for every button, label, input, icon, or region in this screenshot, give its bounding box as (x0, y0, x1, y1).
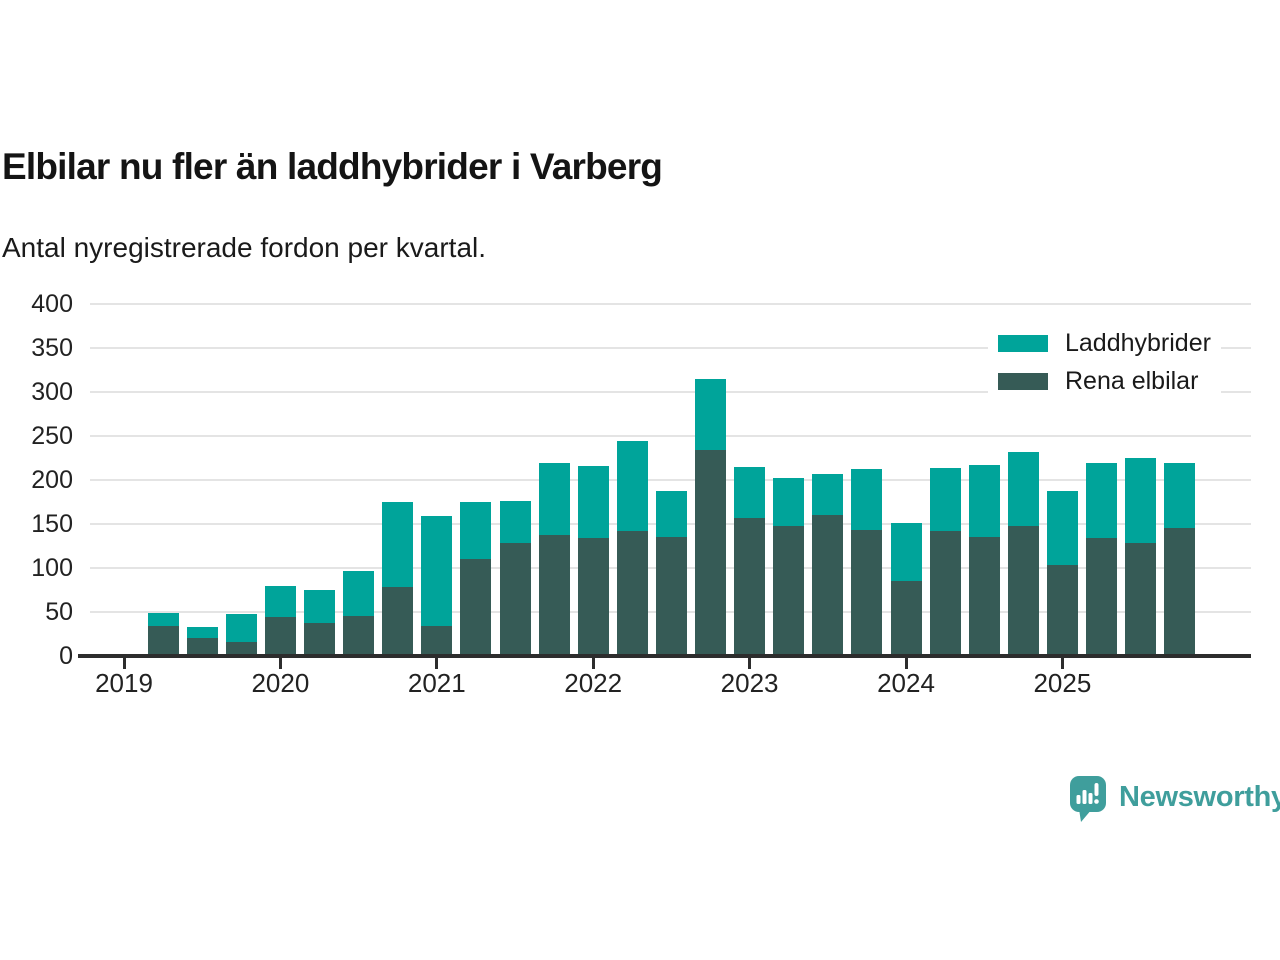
newsworthy-speech-bubble-chart-icon (1070, 776, 1106, 822)
bar-segment-laddhybrider (382, 502, 414, 587)
bar-segment-rena-elbilar (421, 625, 453, 656)
bar-segment-laddhybrider (616, 440, 648, 532)
bar-segment-laddhybrider (499, 500, 531, 543)
bar-segment-laddhybrider (1046, 490, 1078, 565)
grid-line (90, 346, 1251, 349)
bar-segment-rena-elbilar (343, 615, 375, 656)
legend-label-rena-elbilar: Rena elbilar (1065, 367, 1199, 395)
grid-line (90, 434, 1251, 437)
x-axis-tick (591, 657, 595, 669)
bar-segment-rena-elbilar (264, 616, 296, 656)
x-axis-tick (904, 657, 908, 669)
y-axis-label: 0 (59, 641, 73, 670)
grid-line (90, 302, 1251, 305)
bar-segment-rena-elbilar (851, 529, 883, 656)
grid-line (90, 478, 1251, 481)
bar-segment-rena-elbilar (929, 530, 961, 656)
bar-segment-rena-elbilar (382, 586, 414, 656)
chart-subtitle: Antal nyregistrerade fordon per kvartal. (2, 232, 487, 263)
bar-segment-rena-elbilar (147, 625, 179, 656)
bar-segment-rena-elbilar (499, 542, 531, 656)
chart-title: Elbilar nu fler än laddhybrider i Varber… (2, 146, 663, 187)
bar-segment-laddhybrider (773, 477, 805, 527)
bar-segment-laddhybrider (1164, 462, 1196, 528)
bar-segment-rena-elbilar (812, 514, 844, 656)
legend-item-rena-elbilar: Rena elbilar (998, 368, 1211, 395)
newsworthy-branding: Newsworthy (1070, 776, 1280, 823)
bar-segment-laddhybrider (812, 474, 844, 515)
bar-segment-laddhybrider (421, 515, 453, 626)
x-axis-label: 2025 (1033, 667, 1092, 698)
bar-segment-rena-elbilar (695, 450, 726, 656)
y-axis-label: 250 (31, 421, 73, 450)
y-axis-label: 100 (31, 553, 73, 582)
bar-segment-laddhybrider (929, 468, 961, 531)
bar-segment-laddhybrider (460, 501, 492, 559)
bar-segment-rena-elbilar (1164, 527, 1196, 656)
y-axis-label: 400 (31, 289, 73, 318)
y-axis-label: 350 (31, 333, 73, 362)
x-axis-tick (435, 657, 439, 669)
bar-segment-laddhybrider (264, 585, 296, 617)
bar-segment-rena-elbilar (304, 622, 335, 656)
bar-segment-laddhybrider (1125, 458, 1157, 543)
y-axis-label: 300 (31, 377, 73, 406)
x-axis-label: 2021 (407, 667, 466, 698)
x-axis-tick (748, 657, 752, 669)
y-axis-label: 50 (45, 597, 73, 626)
bar-segment-rena-elbilar (773, 526, 805, 656)
bar-segment-laddhybrider (304, 589, 335, 623)
x-axis-tick (122, 657, 126, 669)
legend-label-laddhybrider: Laddhybrider (1065, 329, 1211, 357)
bar-segment-rena-elbilar (734, 518, 766, 656)
newsworthy-logo-text: Newsworthy (1119, 781, 1280, 813)
bar-segment-laddhybrider (851, 468, 883, 530)
bar-segment-laddhybrider (577, 466, 609, 538)
bar-segment-laddhybrider (225, 614, 257, 643)
bar-segment-rena-elbilar (538, 534, 570, 656)
bar-segment-rena-elbilar (890, 580, 922, 656)
x-axis-label: 2024 (877, 667, 935, 698)
x-axis-tick (1060, 657, 1064, 669)
y-axis-label: 200 (31, 465, 73, 494)
bar-segment-laddhybrider (186, 627, 218, 638)
bar-segment-laddhybrider (890, 522, 922, 581)
legend-swatch-rena-elbilar (998, 373, 1048, 390)
bar-segment-rena-elbilar (1007, 526, 1039, 656)
y-axis-label: 150 (31, 509, 73, 538)
bar-segment-laddhybrider (147, 613, 179, 626)
bar-segment-rena-elbilar (616, 531, 648, 656)
x-axis-label: 2022 (564, 667, 623, 698)
x-axis-label: 2020 (251, 667, 310, 698)
bar-segment-laddhybrider (1007, 452, 1039, 527)
x-axis-line (78, 653, 1251, 658)
bar-segment-rena-elbilar (225, 642, 257, 656)
bar-segment-rena-elbilar (1125, 542, 1157, 656)
legend-swatch-laddhybrider (998, 335, 1048, 352)
x-axis-label: 2019 (95, 667, 153, 698)
legend-item-laddhybrider: Laddhybrider (998, 330, 1211, 357)
bar-segment-rena-elbilar (577, 537, 609, 656)
bar-segment-laddhybrider (734, 467, 766, 519)
bar-segment-laddhybrider (655, 490, 687, 537)
bar-segment-laddhybrider (968, 465, 1000, 537)
bar-segment-laddhybrider (538, 462, 570, 535)
bar-segment-laddhybrider (695, 379, 726, 451)
bar-segment-rena-elbilar (460, 558, 492, 656)
grid-line (90, 390, 1251, 393)
bar-segment-rena-elbilar (968, 536, 1000, 656)
legend: Laddhybrider Rena elbilar (988, 322, 1221, 403)
bar-segment-rena-elbilar (1086, 537, 1117, 656)
bar-segment-rena-elbilar (186, 637, 218, 656)
x-axis-label: 2023 (720, 667, 779, 698)
bar-segment-rena-elbilar (655, 536, 687, 656)
bar-segment-laddhybrider (343, 571, 375, 616)
x-axis-tick (278, 657, 282, 669)
bar-segment-rena-elbilar (1046, 564, 1078, 656)
bar-segment-laddhybrider (1086, 462, 1117, 538)
